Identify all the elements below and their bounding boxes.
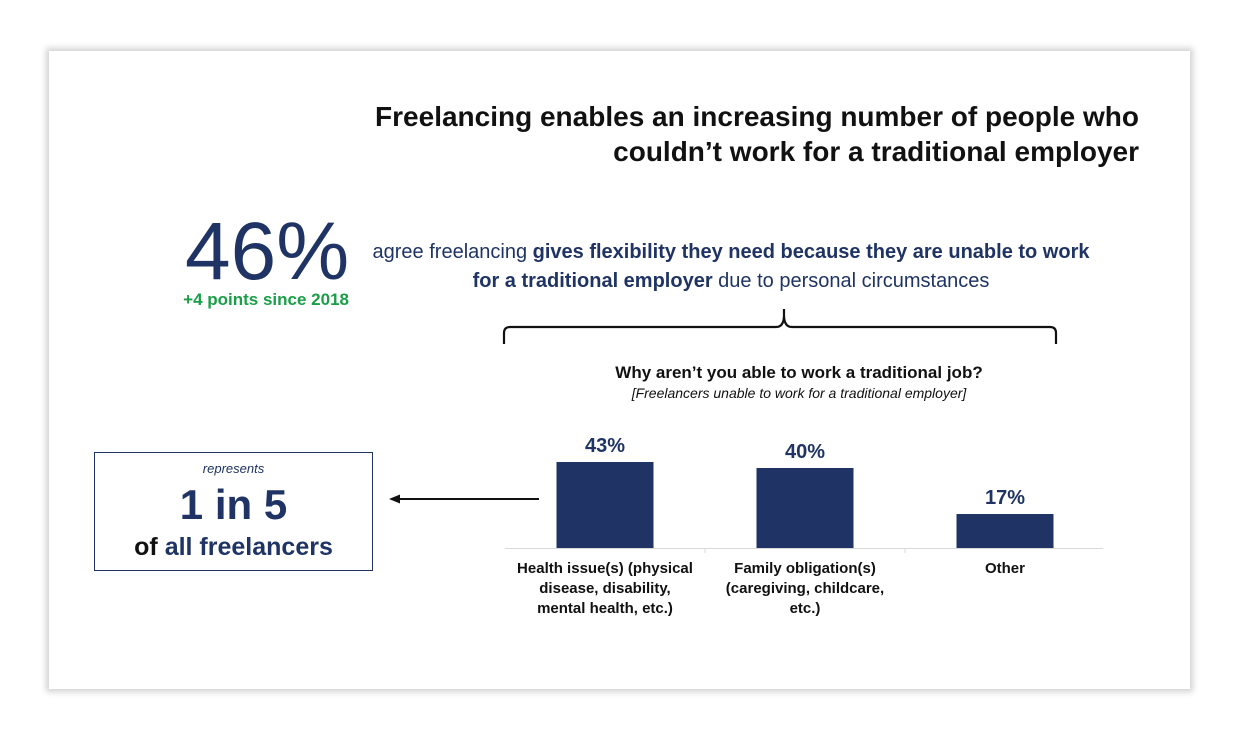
bar — [756, 468, 854, 548]
title-line-2: couldn’t work for a traditional employer — [613, 136, 1139, 167]
slide: Freelancing enables an increasing number… — [49, 51, 1190, 689]
title-line-1: Freelancing enables an increasing number… — [375, 101, 1139, 132]
category-label: (caregiving, childcare, — [726, 580, 884, 597]
represents-of-prefix: of — [134, 533, 165, 561]
bar — [556, 462, 654, 548]
bar-value-label: 17% — [985, 487, 1025, 509]
bar-chart: 43% Health issue(s) (physical disease, dis… — [505, 435, 1103, 617]
question-subtitle: [Freelancers unable to work for a tradit… — [631, 385, 967, 401]
stat-change: +4 points since 2018 — [183, 290, 349, 309]
stat-desc-part2: due to personal circumstances — [712, 270, 990, 292]
stat-desc-part1: agree freelancing — [372, 241, 533, 263]
category-label: Other — [985, 560, 1025, 577]
represents-box: represents 1 in 5 of all freelancers — [94, 452, 373, 571]
category-label: Family obligation(s) — [734, 560, 876, 577]
stat-description: agree freelancing gives flexibility they… — [357, 238, 1105, 296]
big-stat-value: 46% — [185, 206, 350, 297]
category-label: etc.) — [790, 600, 821, 617]
bar — [956, 514, 1054, 548]
represents-label: represents — [202, 461, 265, 476]
category-label: Health issue(s) (physical — [517, 560, 693, 577]
stat-desc-bold: gives flexibility they need because they… — [472, 241, 1090, 292]
slide-title: Freelancing enables an increasing number… — [249, 99, 1139, 169]
represents-value: 1 in 5 — [179, 481, 288, 528]
left-arrow-icon — [389, 494, 539, 504]
category-label: mental health, etc.) — [537, 600, 673, 617]
bar-value-label: 40% — [785, 441, 825, 463]
category-label: disease, disability, — [539, 580, 670, 597]
bar-value-label: 43% — [585, 435, 625, 457]
curly-brace — [502, 309, 1058, 344]
represents-of: of all freelancers — [95, 533, 372, 562]
question-title: Why aren’t you able to work a traditiona… — [615, 363, 983, 382]
represents-of-highlight: all freelancers — [164, 533, 333, 561]
